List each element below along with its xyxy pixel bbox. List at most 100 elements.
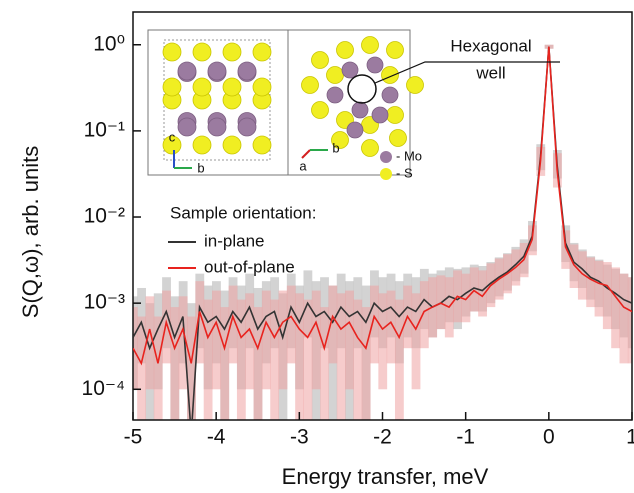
x-tick-label: -5 — [124, 426, 143, 449]
x-tick-label: -2 — [373, 426, 392, 449]
atom — [222, 77, 242, 97]
atom — [237, 117, 257, 137]
error-band — [602, 262, 612, 330]
x-tick-label: -4 — [207, 426, 226, 449]
error-band — [594, 260, 604, 317]
error-band — [303, 299, 313, 420]
atom — [346, 121, 364, 139]
atom — [351, 101, 369, 119]
error-band — [228, 285, 238, 364]
atom — [207, 61, 227, 81]
atom — [326, 66, 344, 84]
ticks: -5 -4 -3 -2 -1 0 1 10⁰ 10⁻¹ 10⁻² 10⁻³ 10⁻⁴ — [82, 32, 634, 448]
error-band — [170, 307, 180, 420]
error-band — [245, 293, 255, 390]
error-band — [411, 293, 421, 390]
atoms — [162, 36, 424, 157]
atom — [361, 139, 379, 157]
inset-label: - Mo — [396, 148, 422, 163]
error-band — [153, 316, 163, 420]
atom — [177, 61, 197, 81]
error-band — [386, 290, 396, 364]
atom — [336, 41, 354, 59]
error-band — [619, 273, 629, 364]
error-band — [561, 230, 571, 269]
lines — [133, 46, 632, 420]
annotation-line — [374, 61, 560, 84]
series-line — [133, 46, 632, 366]
x-tick-label: -1 — [456, 426, 475, 449]
atom — [381, 66, 399, 84]
error-band — [569, 244, 579, 288]
atom — [371, 106, 389, 124]
atom — [222, 42, 242, 62]
atom — [162, 77, 182, 97]
x-tick-label: 1 — [626, 426, 634, 449]
error-band — [295, 293, 304, 420]
atom — [207, 117, 227, 137]
atom — [386, 41, 404, 59]
error-band — [261, 290, 271, 390]
y-tick-label: 10⁻¹ — [84, 118, 125, 141]
error-band — [586, 257, 596, 308]
y-tick-label: 10⁻³ — [84, 291, 125, 314]
y-tick-label: 10⁰ — [93, 32, 125, 55]
legend-atom — [380, 168, 392, 180]
atom — [406, 76, 424, 94]
y-tick-label: 10⁻⁴ — [82, 377, 125, 400]
axis-arrow — [301, 149, 311, 159]
legend-label: out-of-plane — [204, 257, 295, 276]
error-band — [478, 270, 487, 317]
error-band — [278, 290, 288, 390]
error-band — [461, 273, 471, 323]
error-band — [577, 251, 587, 300]
atom — [177, 117, 197, 137]
atom — [331, 131, 349, 149]
atom — [311, 101, 329, 119]
error-band — [286, 285, 296, 364]
error-band — [361, 307, 371, 420]
error-band — [345, 290, 354, 390]
atom — [252, 135, 272, 155]
atom — [162, 42, 182, 62]
legend-title: Sample orientation: — [170, 203, 316, 222]
annotation: well — [475, 63, 505, 82]
error-band — [187, 316, 196, 420]
error-band — [133, 307, 138, 390]
error-band — [145, 296, 155, 390]
error-band — [353, 299, 363, 420]
y-tick-label: 10⁻² — [84, 205, 125, 228]
error-band — [270, 299, 280, 420]
error-band — [203, 299, 213, 420]
inset-label: a — [299, 158, 307, 173]
error-band — [394, 299, 404, 420]
legend-label: in-plane — [204, 231, 265, 250]
error-band — [469, 267, 479, 312]
inset — [147, 29, 560, 180]
error-band — [220, 307, 230, 420]
atom — [301, 76, 319, 94]
atom — [386, 106, 404, 124]
error-band — [162, 290, 171, 364]
atom — [252, 77, 272, 97]
error-band — [212, 290, 221, 390]
error-band — [137, 316, 146, 420]
annotation: Hexagonal — [450, 36, 531, 55]
error-band — [378, 293, 388, 390]
well-circle — [347, 74, 377, 104]
atom — [162, 135, 182, 155]
atom — [252, 42, 272, 62]
atom — [222, 135, 242, 155]
error-band — [611, 267, 621, 349]
atom — [237, 61, 257, 81]
error-band — [253, 307, 263, 420]
error-band — [370, 285, 379, 364]
inset-label: c — [169, 129, 176, 144]
error-band — [336, 293, 346, 420]
legend-atom — [380, 151, 392, 163]
legend: in-plane out-of-plane — [168, 231, 295, 276]
error-band — [328, 285, 338, 364]
error-band — [236, 299, 246, 420]
atom — [326, 86, 344, 104]
